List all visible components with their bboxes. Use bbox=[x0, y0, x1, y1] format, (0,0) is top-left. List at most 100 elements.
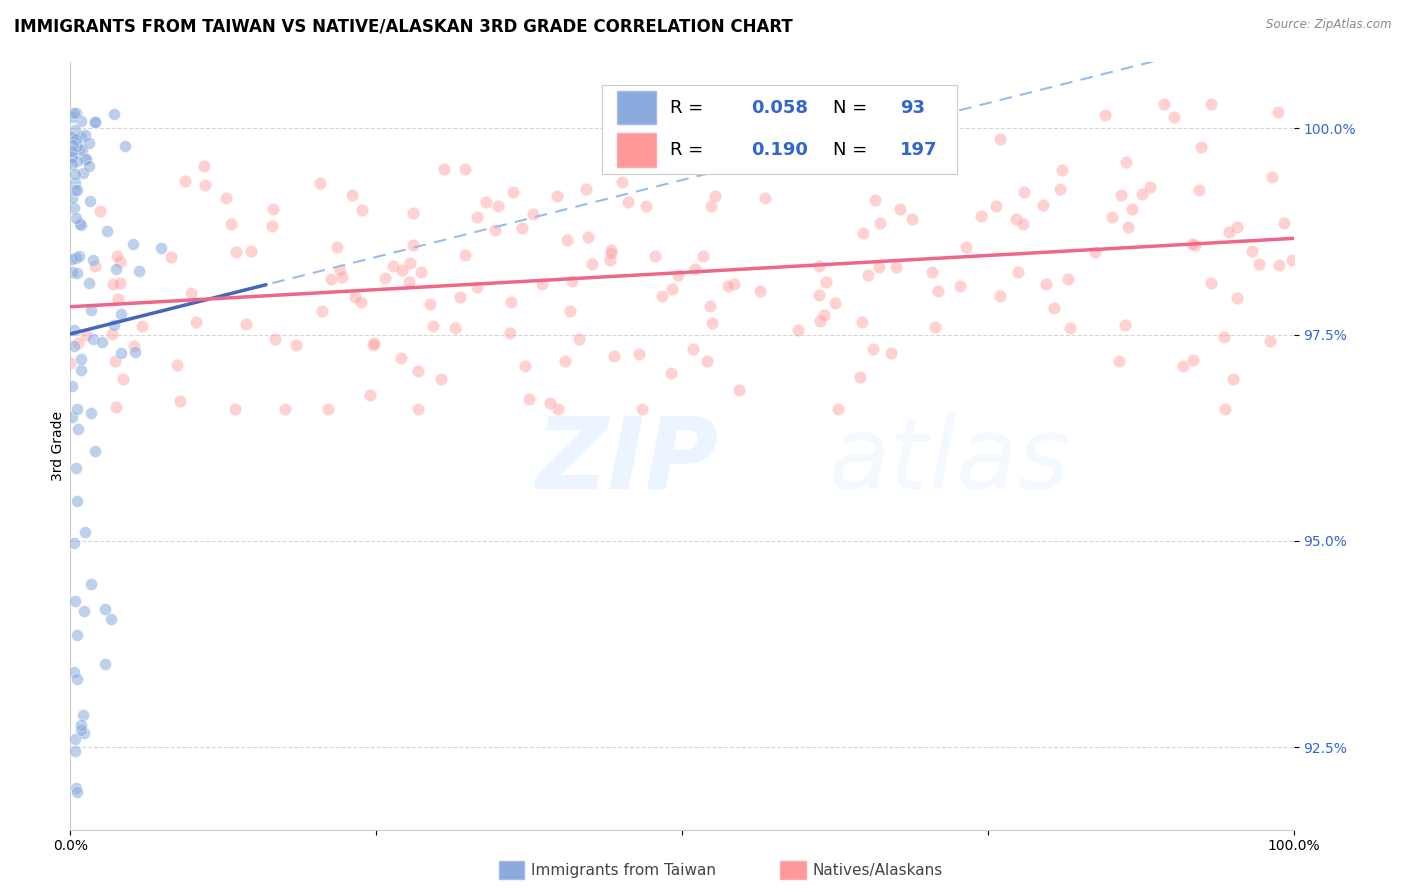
Point bbox=[1201, 276, 1223, 290]
Point bbox=[262, 219, 284, 233]
Point bbox=[1222, 372, 1244, 386]
Point bbox=[814, 275, 837, 289]
Point bbox=[90, 334, 112, 349]
Point bbox=[105, 401, 128, 415]
Point bbox=[330, 269, 353, 284]
Point bbox=[927, 284, 949, 298]
Point bbox=[326, 240, 349, 254]
Point bbox=[422, 318, 444, 333]
Point bbox=[1114, 318, 1136, 333]
Point bbox=[807, 260, 830, 274]
Point bbox=[215, 191, 238, 205]
Text: atlas: atlas bbox=[828, 413, 1070, 510]
Point bbox=[1218, 225, 1240, 239]
Point bbox=[949, 278, 972, 293]
Point bbox=[1189, 139, 1212, 153]
Point bbox=[408, 401, 430, 416]
Point bbox=[986, 199, 1008, 213]
Point bbox=[713, 136, 735, 151]
Point bbox=[67, 143, 90, 157]
Point bbox=[574, 182, 596, 196]
Point bbox=[285, 338, 308, 352]
Point bbox=[852, 226, 875, 240]
Point bbox=[1240, 244, 1263, 258]
Point bbox=[60, 409, 83, 424]
Point bbox=[65, 494, 87, 508]
Point bbox=[122, 339, 145, 353]
Point bbox=[69, 718, 91, 732]
Point bbox=[361, 337, 384, 351]
Point bbox=[66, 183, 89, 197]
Point bbox=[787, 323, 810, 337]
Point bbox=[851, 315, 873, 329]
Point bbox=[60, 130, 83, 145]
Text: ZIP: ZIP bbox=[536, 413, 718, 510]
Point bbox=[627, 347, 650, 361]
Point bbox=[107, 292, 129, 306]
Point bbox=[1281, 253, 1303, 268]
Point bbox=[93, 601, 115, 615]
Point bbox=[79, 276, 101, 290]
Point bbox=[84, 260, 107, 274]
Point bbox=[827, 401, 849, 416]
Point bbox=[401, 205, 423, 219]
Point bbox=[1057, 272, 1080, 286]
Point bbox=[80, 303, 103, 318]
Point bbox=[389, 351, 412, 366]
Point bbox=[77, 136, 100, 150]
Point bbox=[160, 250, 183, 264]
Point bbox=[75, 128, 97, 142]
Text: Source: ZipAtlas.com: Source: ZipAtlas.com bbox=[1267, 18, 1392, 31]
Point bbox=[309, 176, 332, 190]
Point bbox=[599, 245, 621, 260]
Point bbox=[1032, 198, 1054, 212]
Point bbox=[510, 221, 533, 235]
Point bbox=[617, 194, 640, 209]
Point bbox=[1184, 237, 1206, 252]
Point bbox=[63, 183, 86, 197]
Point bbox=[219, 217, 242, 231]
Point bbox=[101, 277, 124, 291]
Point bbox=[150, 241, 173, 255]
Point bbox=[1153, 96, 1175, 111]
Point bbox=[105, 261, 128, 276]
Point bbox=[443, 320, 465, 334]
Point bbox=[264, 332, 287, 346]
Point bbox=[869, 216, 891, 230]
Point bbox=[73, 604, 96, 618]
Point bbox=[94, 657, 117, 671]
Text: IMMIGRANTS FROM TAIWAN VS NATIVE/ALASKAN 3RD GRADE CORRELATION CHART: IMMIGRANTS FROM TAIWAN VS NATIVE/ALASKAN… bbox=[14, 18, 793, 36]
Point bbox=[82, 332, 104, 346]
Point bbox=[398, 275, 420, 289]
Point bbox=[651, 289, 673, 303]
Point bbox=[1035, 277, 1057, 291]
Point bbox=[344, 290, 367, 304]
Point bbox=[808, 288, 831, 302]
Point bbox=[63, 744, 86, 758]
Point bbox=[666, 268, 689, 282]
Point bbox=[1012, 218, 1035, 232]
Point bbox=[80, 406, 103, 420]
Point bbox=[546, 189, 568, 203]
Point bbox=[352, 203, 374, 218]
Point bbox=[65, 106, 87, 120]
Point bbox=[554, 353, 576, 368]
Point bbox=[880, 346, 903, 360]
Point bbox=[1258, 334, 1281, 348]
Point bbox=[173, 174, 195, 188]
Point bbox=[538, 396, 561, 410]
Point bbox=[1139, 180, 1161, 194]
Point bbox=[1049, 182, 1071, 196]
Point bbox=[1121, 202, 1143, 216]
Point bbox=[69, 129, 91, 144]
Point bbox=[1249, 256, 1271, 270]
Point bbox=[112, 372, 135, 386]
Point bbox=[599, 253, 621, 268]
Point bbox=[75, 153, 97, 167]
Point bbox=[1007, 265, 1029, 279]
Point bbox=[398, 256, 420, 270]
Point bbox=[63, 105, 86, 120]
Point bbox=[402, 238, 425, 252]
Point bbox=[83, 444, 105, 458]
Point bbox=[547, 401, 569, 416]
